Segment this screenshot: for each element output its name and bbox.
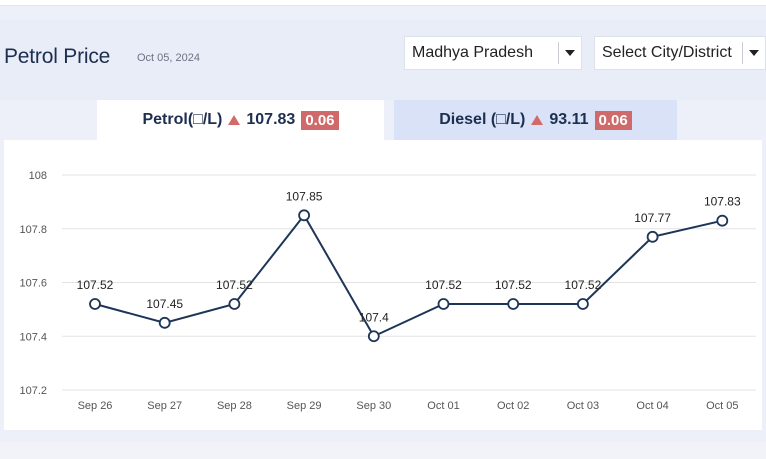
data-point: [158, 316, 171, 329]
x-tick-label: Sep 30: [356, 400, 391, 412]
data-label: 107.52: [425, 278, 462, 292]
x-tick-label: Oct 04: [636, 400, 668, 412]
x-tick-label: Sep 27: [147, 400, 182, 412]
data-point: [228, 298, 241, 310]
state-select[interactable]: Madhya Pradesh: [404, 36, 582, 70]
city-select-value: Select City/District: [602, 44, 732, 61]
data-point: [507, 298, 520, 310]
petrol-price-chart: 107.2 107.4 107.6 107.8 108 Sep 26 Sep 27 Sep 2…: [19, 170, 756, 412]
data-label: 107.4: [359, 310, 389, 324]
data-label: 107.77: [634, 211, 671, 225]
chevron-down-icon[interactable]: [743, 50, 765, 56]
y-tick-label: 107.2: [19, 385, 47, 397]
tab-petrol-price: 107.83: [246, 111, 296, 128]
tab-diesel-price: 93.11: [549, 111, 589, 128]
x-tick-label: Oct 01: [427, 400, 459, 412]
price-up-icon: [531, 115, 544, 125]
x-tick-label: Oct 05: [706, 400, 738, 412]
bottom-strip: [0, 442, 766, 459]
y-tick-label: 107.8: [19, 224, 47, 236]
data-point: [298, 209, 311, 222]
data-point: [646, 230, 659, 243]
data-point: [89, 298, 101, 310]
select-divider: [558, 42, 559, 64]
series-line: [94, 213, 723, 338]
tab-petrol-label: Petrol(□/L): [142, 111, 223, 128]
tab-petrol[interactable]: Petrol(□/L) 107.83 0.06: [97, 100, 384, 140]
top-bar: [0, 0, 766, 6]
chevron-down-icon[interactable]: [559, 50, 581, 56]
data-label: 107.85: [286, 189, 323, 203]
x-tick-label: Sep 29: [287, 400, 322, 412]
data-point: [367, 330, 380, 343]
page-date: Oct 05, 2024: [137, 52, 200, 64]
data-point: [437, 298, 450, 310]
x-tick-label: Oct 02: [497, 400, 529, 412]
city-select[interactable]: Select City/District: [594, 36, 766, 70]
x-tick-label: Sep 26: [78, 400, 113, 412]
data-label: 107.52: [495, 278, 532, 292]
x-tick-label: Oct 03: [567, 400, 599, 412]
tab-diesel-change-badge: 0.06: [594, 110, 632, 130]
data-label: 107.52: [565, 278, 602, 292]
select-divider: [742, 42, 743, 64]
chart-panel: 107.2 107.4 107.6 107.8 108 Sep 26 Sep 27 Sep 2…: [4, 140, 762, 430]
tab-diesel-label: Diesel (□/L): [439, 111, 526, 128]
data-point: [577, 298, 589, 310]
state-select-value: Madhya Pradesh: [412, 44, 533, 61]
y-tick-label: 108: [29, 170, 47, 182]
y-tick-label: 107.6: [19, 278, 47, 290]
price-up-icon: [228, 115, 241, 125]
y-tick-label: 107.4: [19, 331, 47, 343]
page-title: Petrol Price: [4, 45, 111, 68]
data-label: 107.45: [146, 297, 183, 311]
tab-diesel[interactable]: Diesel (□/L) 93.11 0.06: [394, 100, 677, 140]
data-label: 107.83: [704, 195, 741, 209]
data-point: [716, 214, 729, 227]
tab-petrol-change-badge: 0.06: [301, 110, 339, 130]
data-label: 107.52: [216, 278, 253, 292]
x-tick-label: Sep 28: [217, 400, 252, 412]
data-label: 107.52: [77, 278, 114, 292]
